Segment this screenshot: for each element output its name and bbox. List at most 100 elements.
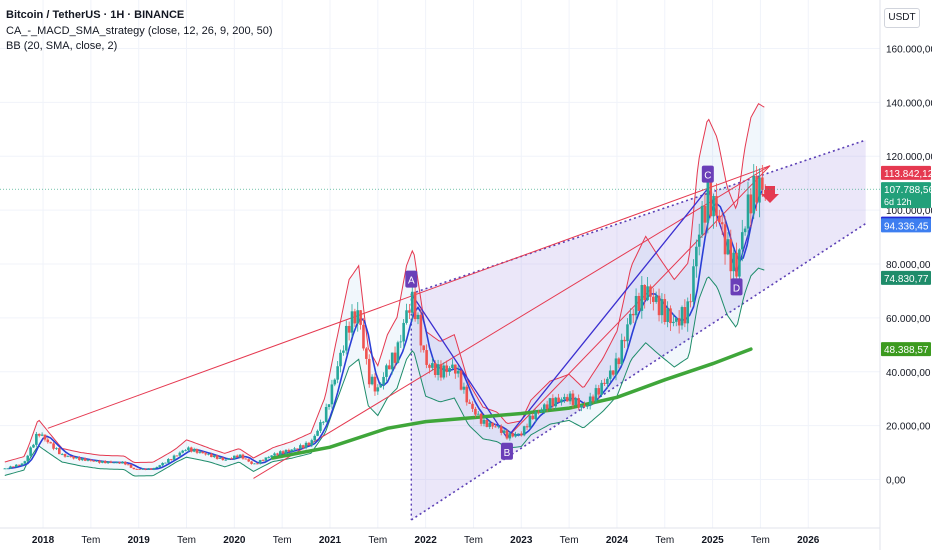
candle-body <box>218 457 222 459</box>
candle-body <box>155 466 159 469</box>
candle-body <box>342 350 345 353</box>
x-tick-label: 2025 <box>701 535 724 546</box>
candle-body <box>683 307 687 324</box>
candle-body <box>577 398 580 408</box>
candle-body <box>557 397 560 403</box>
candle-body <box>732 252 735 272</box>
candle-body <box>78 457 81 461</box>
candle-body <box>327 404 331 407</box>
y-tick-label: 140.000,00 <box>886 98 932 109</box>
x-tick-label: Tem <box>464 535 483 546</box>
candle-body <box>629 313 632 325</box>
candle-body <box>396 342 400 363</box>
candle-body <box>531 415 535 420</box>
candle-body <box>697 234 701 247</box>
sma200-line <box>270 347 753 460</box>
candle-body <box>663 299 667 322</box>
candle-body <box>301 445 305 448</box>
candle-body <box>720 222 724 225</box>
candle-body <box>522 426 526 436</box>
candle-body <box>23 461 27 464</box>
candle-body <box>743 228 747 233</box>
candle-body <box>190 447 193 452</box>
candle-body <box>726 239 730 255</box>
sell-arrow-icon <box>761 185 779 203</box>
candle-body <box>617 358 621 365</box>
candle-body <box>431 363 434 368</box>
candle-body <box>740 232 744 250</box>
candle-body <box>98 460 101 463</box>
price-axis-label: 74.830,77 <box>884 274 929 285</box>
x-tick-label: Tem <box>655 535 674 546</box>
candle-body <box>574 398 578 405</box>
candle-body <box>307 442 311 446</box>
candle-body <box>161 462 164 466</box>
candle-body <box>273 453 276 456</box>
candle-body <box>124 461 127 465</box>
candle-body <box>540 410 543 413</box>
y-tick-label: 0,00 <box>886 476 906 487</box>
candle-body <box>322 421 325 423</box>
candle-body <box>695 246 698 267</box>
candle-body <box>264 457 268 461</box>
bollinger-legend[interactable]: BB (20, SMA, close, 2) <box>6 40 118 52</box>
candle-body <box>241 454 245 459</box>
candle-body <box>347 325 351 333</box>
candle-body <box>373 376 377 392</box>
pattern-point-label: B <box>504 448 511 459</box>
symbol-legend[interactable]: Bitcoin / TetherUS · 1H · BINANCE <box>6 9 185 21</box>
candle-body <box>419 314 423 346</box>
candle-body <box>580 405 583 408</box>
candle-body <box>370 376 374 385</box>
candle-body <box>32 444 35 448</box>
x-tick-label: 2026 <box>797 535 820 546</box>
candle-body <box>149 468 153 470</box>
candle-body <box>588 396 592 406</box>
currency-selector[interactable]: USDT <box>884 8 920 28</box>
candle-body <box>69 456 73 458</box>
price-axis-label-box <box>881 182 931 209</box>
candle-body <box>339 352 342 367</box>
candle-body <box>445 365 448 372</box>
candle-body <box>278 451 282 455</box>
candle-body <box>709 179 712 217</box>
candle-body <box>669 308 672 324</box>
candle-body <box>666 308 669 322</box>
strategy-legend[interactable]: CA_-_MACD_SMA_strategy (close, 12, 26, 9… <box>6 25 273 37</box>
candle-body <box>281 451 285 454</box>
candle-body <box>95 460 98 462</box>
wedge-pattern-fill <box>411 140 866 520</box>
candle-body <box>365 348 368 359</box>
candle-body <box>623 339 626 342</box>
x-tick-label: 2019 <box>128 535 151 546</box>
x-tick-label: 2021 <box>319 535 342 546</box>
x-tick-label: Tem <box>273 535 292 546</box>
candle-body <box>405 310 408 323</box>
candle-body <box>296 448 299 450</box>
candle-body <box>761 177 764 190</box>
pattern-point-marker <box>730 278 743 296</box>
x-tick-label: 2020 <box>223 535 246 546</box>
candle-body <box>316 430 319 436</box>
candle-body <box>138 469 141 470</box>
wedge-lower-line <box>410 222 867 521</box>
candle-body <box>494 426 497 428</box>
candle-body <box>479 413 483 424</box>
candle-body <box>250 461 253 464</box>
candle-body <box>634 295 638 316</box>
candle-body <box>657 295 661 316</box>
candle-body <box>336 366 339 380</box>
candle-body <box>528 415 532 428</box>
candle-body <box>319 422 322 431</box>
candle-body <box>433 363 437 375</box>
candle-body <box>144 468 147 470</box>
y-tick-label: 20.000,00 <box>886 422 931 433</box>
candle-body <box>545 404 549 409</box>
candle-body <box>459 370 463 390</box>
y-tick-label: 40.000,00 <box>886 368 931 379</box>
candle-body <box>158 465 162 467</box>
candle-body <box>606 378 609 384</box>
candle-body <box>247 459 250 462</box>
candle-body <box>410 291 414 313</box>
